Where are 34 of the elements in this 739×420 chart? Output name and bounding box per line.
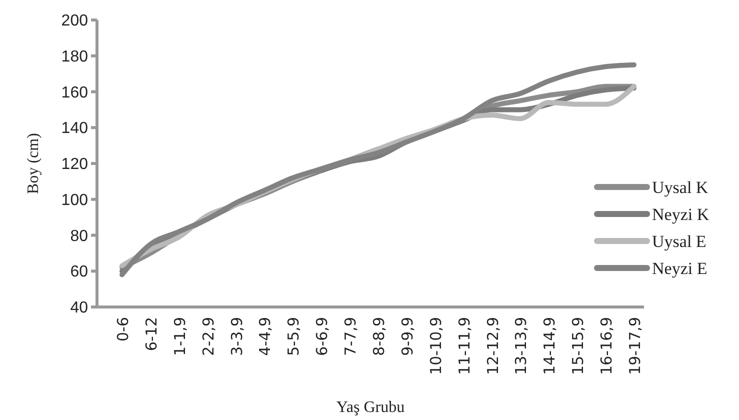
x-tick-label: 6-6,9 bbox=[313, 317, 332, 356]
x-tick-label: 3-3,9 bbox=[228, 317, 246, 356]
y-tick-label: 80 bbox=[70, 228, 88, 245]
x-tick-label: 7-7,9 bbox=[342, 317, 360, 356]
x-tick-label: 5-5,9 bbox=[284, 317, 303, 356]
x-tick-label: 11-11,9 bbox=[455, 317, 474, 375]
x-tick-label: 0-6 bbox=[114, 317, 132, 342]
y-tick-label: 200 bbox=[61, 12, 88, 30]
y-tick-label: 160 bbox=[61, 84, 88, 102]
legend-label: Neyzi K bbox=[652, 204, 710, 224]
x-tick-label: 10-10,9 bbox=[426, 317, 445, 375]
x-tick-label: 4-4,9 bbox=[256, 317, 274, 356]
y-axis-title: Boy (cm) bbox=[25, 133, 42, 194]
x-axis-title: Yaş Grubu bbox=[336, 399, 405, 416]
x-tick-label: 8-8,9 bbox=[370, 317, 388, 356]
x-tick-label: 12-12,9 bbox=[484, 317, 502, 375]
y-tick-label: 60 bbox=[70, 264, 88, 281]
x-tick-label: 13-13,9 bbox=[512, 317, 530, 375]
x-tick-label: 15-15,9 bbox=[569, 317, 588, 375]
x-tick-label: 19-17,9 bbox=[626, 317, 644, 375]
legend-label: Neyzi E bbox=[652, 258, 708, 278]
y-tick-label: 140 bbox=[61, 120, 88, 138]
y-tick-label: 120 bbox=[61, 156, 88, 174]
legend-label: Uysal K bbox=[652, 178, 709, 197]
y-tick-label: 100 bbox=[61, 192, 88, 209]
x-tick-label: 9-9,9 bbox=[398, 317, 416, 356]
y-tick-label: 40 bbox=[70, 300, 88, 317]
x-tick-label: 16-16,9 bbox=[598, 317, 616, 375]
x-tick-label: 14-14,9 bbox=[540, 317, 559, 375]
y-tick-label: 180 bbox=[61, 48, 88, 66]
legend-label: Uysal E bbox=[652, 232, 706, 251]
x-tick-label: 2-2,9 bbox=[199, 317, 218, 356]
x-tick-label: 6-12 bbox=[142, 317, 160, 352]
x-tick-label: 1-1,9 bbox=[170, 317, 189, 356]
